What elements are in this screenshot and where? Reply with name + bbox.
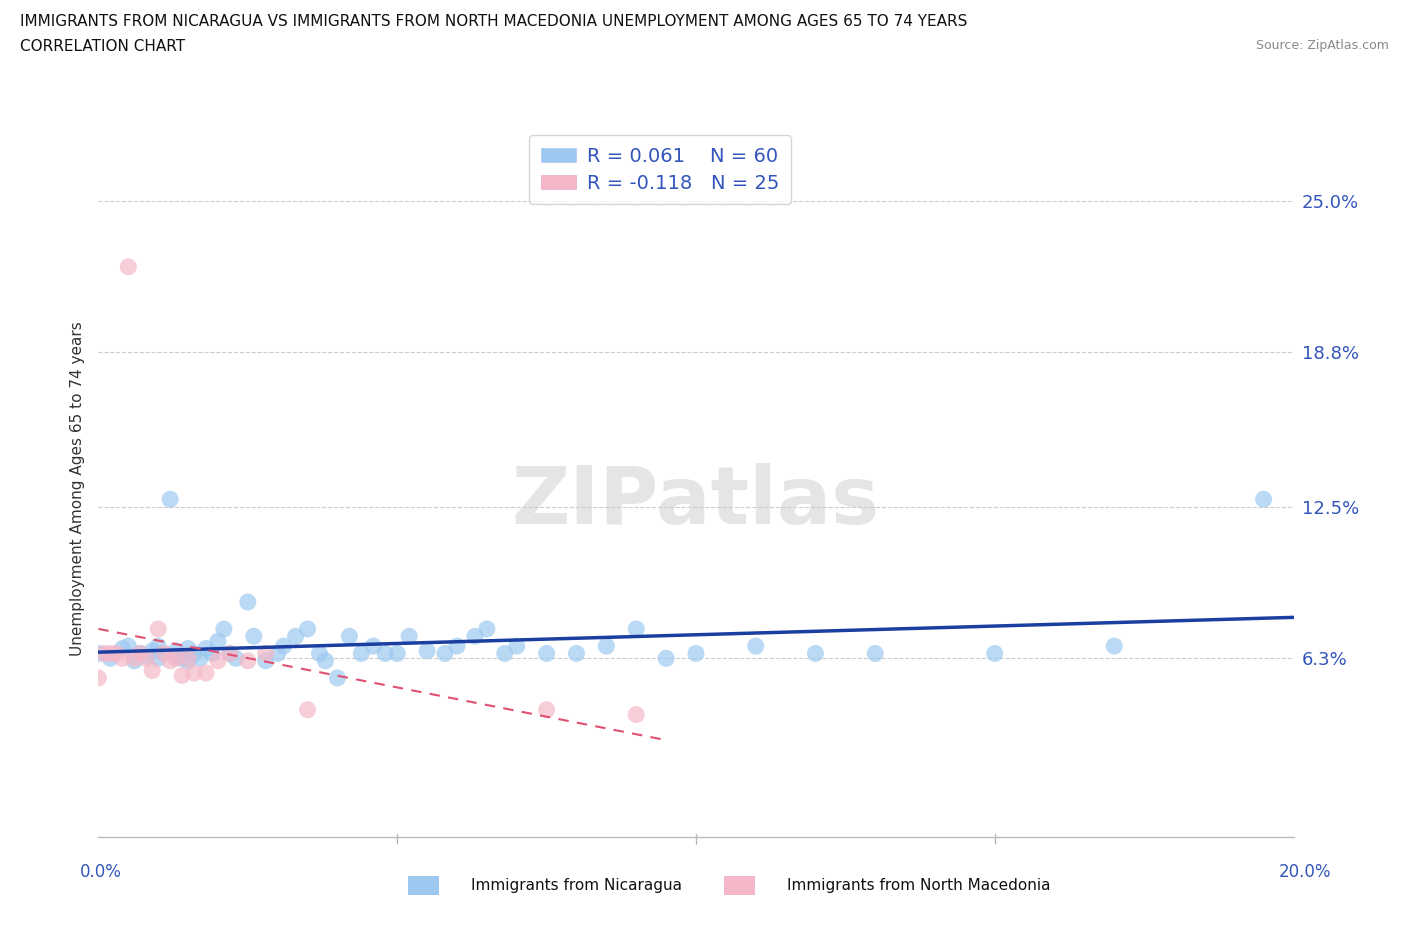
Point xyxy=(254,646,277,661)
Text: ZIPatlas: ZIPatlas xyxy=(512,463,880,541)
Point xyxy=(685,646,707,661)
Point xyxy=(416,644,439,658)
Point xyxy=(165,651,187,666)
Point xyxy=(153,646,176,661)
Point xyxy=(225,651,247,666)
Point xyxy=(308,646,330,661)
Point xyxy=(284,629,307,644)
Point xyxy=(326,671,349,685)
Point xyxy=(236,654,259,669)
Text: 0.0%: 0.0% xyxy=(80,863,122,882)
Point xyxy=(374,646,396,661)
Point xyxy=(111,651,134,666)
Point xyxy=(129,646,152,661)
Point xyxy=(159,492,181,507)
Point xyxy=(506,639,529,654)
Point xyxy=(446,639,468,654)
Text: Source: ZipAtlas.com: Source: ZipAtlas.com xyxy=(1256,39,1389,52)
Point xyxy=(536,702,558,717)
Point xyxy=(172,668,194,683)
Point xyxy=(165,648,187,663)
Point xyxy=(983,646,1005,661)
Point xyxy=(254,654,277,669)
Point xyxy=(153,646,176,661)
Point xyxy=(148,639,170,654)
Point xyxy=(129,646,152,661)
Point xyxy=(177,654,200,669)
Point xyxy=(297,621,319,636)
Point xyxy=(464,629,486,644)
Point xyxy=(117,639,139,654)
Point xyxy=(87,671,110,685)
Point xyxy=(188,651,211,666)
Point xyxy=(105,646,128,661)
Point xyxy=(135,648,157,663)
Point xyxy=(219,646,242,661)
Point xyxy=(148,651,170,666)
Point xyxy=(159,654,181,669)
Point xyxy=(315,654,337,669)
Point xyxy=(177,641,200,656)
Text: IMMIGRANTS FROM NICARAGUA VS IMMIGRANTS FROM NORTH MACEDONIA UNEMPLOYMENT AMONG : IMMIGRANTS FROM NICARAGUA VS IMMIGRANTS … xyxy=(20,14,967,29)
Point xyxy=(434,646,457,661)
Point xyxy=(350,646,373,661)
Point xyxy=(655,651,678,666)
Point xyxy=(98,646,122,661)
Point xyxy=(243,629,266,644)
Point xyxy=(111,641,134,656)
Point xyxy=(624,621,647,636)
Point xyxy=(219,646,242,661)
Point xyxy=(1253,492,1275,507)
Point xyxy=(385,646,409,661)
Point xyxy=(475,621,498,636)
Point xyxy=(165,644,187,658)
Point xyxy=(177,651,200,666)
Text: Immigrants from Nicaragua: Immigrants from Nicaragua xyxy=(471,878,682,893)
Point xyxy=(624,707,647,722)
Point xyxy=(565,646,588,661)
Point xyxy=(201,646,224,661)
Point xyxy=(1104,639,1126,654)
Point xyxy=(536,646,558,661)
Text: 20.0%: 20.0% xyxy=(1278,863,1331,882)
Point xyxy=(141,644,163,658)
Point xyxy=(207,633,229,648)
Point xyxy=(87,646,110,661)
Point xyxy=(98,651,122,666)
Text: CORRELATION CHART: CORRELATION CHART xyxy=(20,39,184,54)
Point xyxy=(595,639,617,654)
Point xyxy=(135,651,157,666)
Point xyxy=(148,621,170,636)
Point xyxy=(194,641,218,656)
Point xyxy=(183,666,205,681)
Point xyxy=(236,594,259,609)
Text: Immigrants from North Macedonia: Immigrants from North Macedonia xyxy=(787,878,1050,893)
Point xyxy=(194,666,218,681)
Point xyxy=(363,639,385,654)
Point xyxy=(865,646,887,661)
Point xyxy=(745,639,768,654)
Point xyxy=(172,651,194,666)
Point xyxy=(141,663,163,678)
Point xyxy=(273,639,295,654)
Legend: R = 0.061    N = 60, R = -0.118   N = 25: R = 0.061 N = 60, R = -0.118 N = 25 xyxy=(529,135,792,205)
Point xyxy=(183,646,205,661)
Point xyxy=(267,646,290,661)
Y-axis label: Unemployment Among Ages 65 to 74 years: Unemployment Among Ages 65 to 74 years xyxy=(69,321,84,656)
Point xyxy=(297,702,319,717)
Point xyxy=(398,629,420,644)
Point xyxy=(339,629,360,644)
Point xyxy=(124,651,146,666)
Point xyxy=(93,646,115,661)
Point xyxy=(494,646,516,661)
Point xyxy=(124,654,146,669)
Point xyxy=(212,621,235,636)
Point xyxy=(117,259,139,274)
Point xyxy=(207,654,229,669)
Point xyxy=(804,646,827,661)
